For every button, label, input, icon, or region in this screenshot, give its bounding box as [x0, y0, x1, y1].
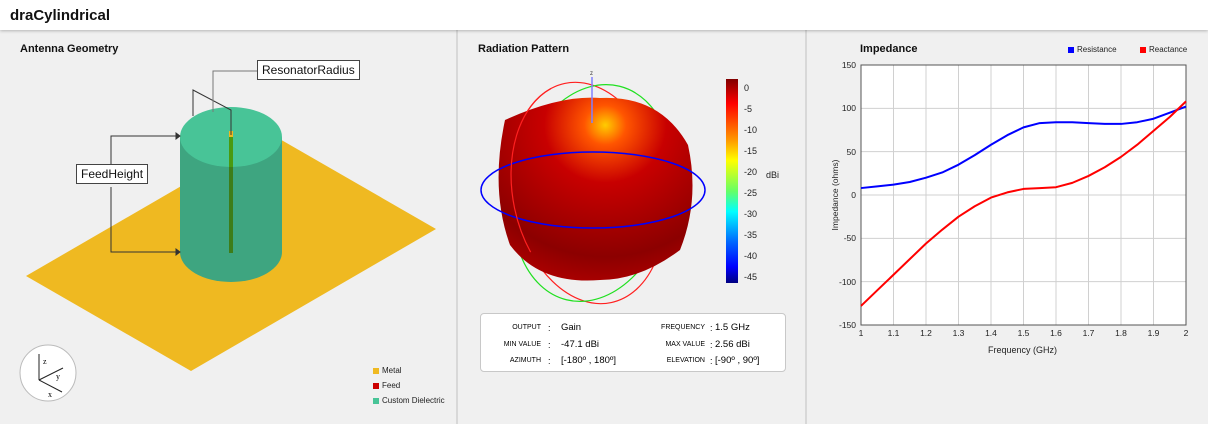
- x-tick-label: 1: [858, 328, 864, 338]
- y-tick-label: -100: [838, 276, 856, 287]
- separator: :: [548, 340, 551, 350]
- reactance-line[interactable]: [860, 100, 1187, 307]
- colorbar-tick: -15: [744, 146, 758, 156]
- colorbar-tick: -35: [744, 230, 758, 240]
- y-axis-label: Impedance (ohms): [830, 159, 840, 231]
- min-value-label: MIN VALUE: [503, 341, 541, 348]
- frequency-value: 1.5 GHz: [715, 322, 750, 333]
- colorbar-tick: -10: [744, 125, 758, 135]
- output-value: Gain: [561, 322, 582, 333]
- output-label: OUTPUT: [512, 324, 541, 331]
- separator: :: [548, 323, 551, 333]
- colorbar-tick: -45: [744, 272, 758, 282]
- title-bar: draCylindrical: [0, 0, 1208, 30]
- x-tick-label: 1.7: [1082, 328, 1095, 338]
- separator: :: [548, 356, 551, 366]
- plot-border: [860, 64, 1187, 326]
- legend-label: Custom Dielectric: [382, 396, 445, 405]
- legend-resistance[interactable]: Resistance: [1068, 45, 1117, 54]
- panel-divider[interactable]: [805, 30, 807, 424]
- colorbar-tick: -40: [744, 251, 758, 261]
- azimuth-label: AZIMUTH: [509, 357, 541, 364]
- legend-feed: Feed: [373, 381, 400, 390]
- pattern-info-box: OUTPUT : Gain MIN VALUE : -47.1 dBi AZIM…: [480, 313, 786, 372]
- separator: :: [710, 340, 713, 350]
- y-tick-label: 50: [846, 146, 856, 157]
- axis-z-label: z: [43, 357, 47, 366]
- x-tick-label: 1.8: [1115, 328, 1127, 338]
- colorbar-tick: -25: [744, 188, 758, 198]
- colorbar-tick: -5: [744, 104, 753, 114]
- feed-height-label[interactable]: FeedHeight: [76, 164, 149, 184]
- reactance-swatch: [1140, 46, 1146, 53]
- x-tick-label: 1.6: [1050, 328, 1062, 338]
- x-tick-label: 1.4: [985, 328, 997, 338]
- azimuth-value: [-180º , 180º]: [561, 355, 617, 366]
- panel-divider[interactable]: [456, 30, 458, 424]
- metal-swatch: [373, 367, 379, 374]
- app-title: draCylindrical: [10, 7, 111, 24]
- elevation-label: ELEVATION: [666, 357, 705, 364]
- y-tick-label: 150: [841, 60, 856, 70]
- y-tick-label: -150: [838, 320, 856, 330]
- feed-height-leader: [110, 132, 181, 256]
- x-axis-label: Frequency (GHz): [988, 345, 1058, 355]
- colorbar-tick: -20: [744, 167, 758, 177]
- x-tick-label: 2: [1183, 328, 1189, 338]
- legend-dielectric: Custom Dielectric: [373, 396, 445, 405]
- x-tick-label: 1.5: [1017, 328, 1030, 338]
- geometry-title: Antenna Geometry: [20, 43, 119, 55]
- impedance-title: Impedance: [860, 43, 918, 55]
- legend-label: Metal: [382, 366, 402, 375]
- axes-orientation-widget[interactable]: z y x: [19, 344, 77, 402]
- resonator-radius-leader: [192, 70, 257, 135]
- feed-swatch: [373, 382, 379, 389]
- x-tick-label: 1.1: [887, 328, 900, 338]
- axis-y-label: y: [56, 372, 60, 381]
- resistance-swatch: [1068, 46, 1074, 53]
- dielectric-swatch: [373, 397, 379, 404]
- frequency-label: FREQUENCY: [661, 324, 705, 331]
- colorbar-unit: dBi: [766, 170, 780, 180]
- legend-reactance[interactable]: Reactance: [1140, 45, 1187, 54]
- legend-label: Feed: [382, 381, 401, 390]
- x-tick-label: 1.3: [952, 328, 965, 338]
- legend-label: Resistance: [1077, 45, 1117, 54]
- legend-metal: Metal: [373, 366, 402, 375]
- y-tick-label: 0: [851, 190, 856, 200]
- antenna-geometry-view[interactable]: z y x: [0, 0, 460, 424]
- feed-strip: [229, 137, 233, 253]
- y-tick-label: -50: [843, 233, 856, 244]
- x-tick-label: 1.9: [1147, 328, 1160, 338]
- elevation-value: [-90º , 90º]: [715, 355, 760, 366]
- max-value-label: MAX VALUE: [665, 341, 705, 348]
- x-tick-label: 1.2: [920, 328, 932, 338]
- resistance-line[interactable]: [860, 105, 1187, 190]
- y-tick-label: 100: [841, 103, 856, 114]
- legend-label: Reactance: [1149, 45, 1188, 54]
- max-value: 2.56 dBi: [715, 339, 750, 350]
- radiation-title: Radiation Pattern: [478, 43, 570, 55]
- separator: :: [710, 356, 713, 366]
- resonator-radius-label[interactable]: ResonatorRadius: [257, 60, 360, 80]
- colorbar-tick: 0: [744, 83, 750, 93]
- colorbar-tick: -30: [744, 209, 758, 219]
- axis-x-label: x: [48, 390, 52, 399]
- separator: :: [710, 323, 713, 333]
- min-value: -47.1 dBi: [561, 339, 600, 350]
